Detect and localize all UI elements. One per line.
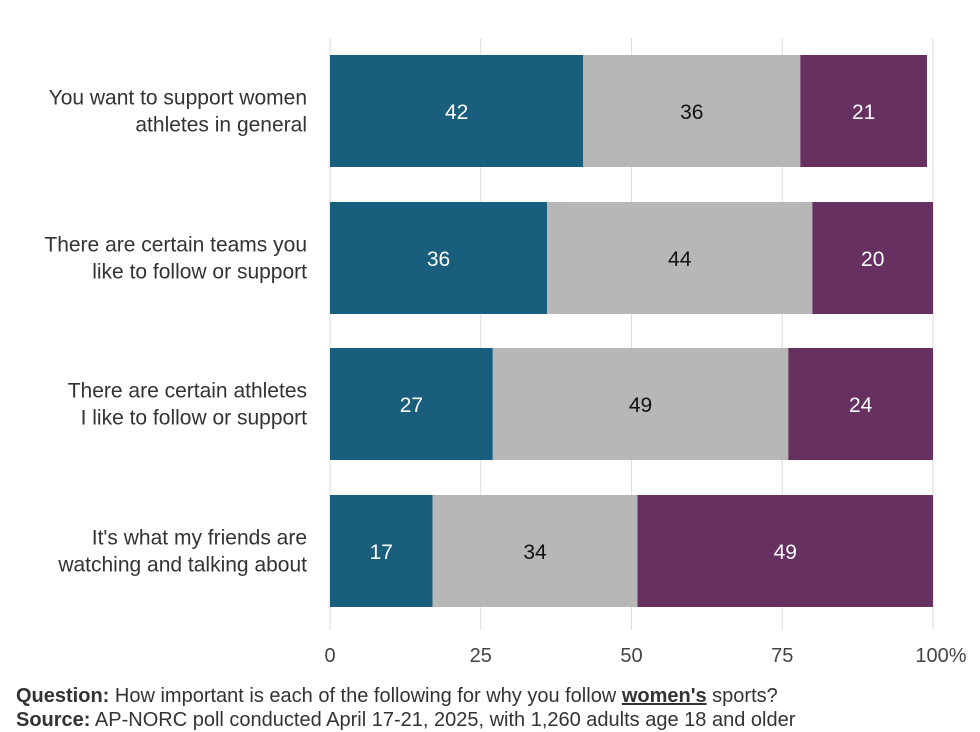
data-label: 49	[774, 541, 797, 564]
bar-segment	[330, 55, 584, 167]
question-text-pre: How important is each of the following f…	[114, 685, 617, 707]
data-label: 49	[629, 394, 652, 417]
category-label: I like to follow or support	[81, 407, 308, 430]
bar-segment	[330, 202, 548, 314]
data-label: 36	[427, 248, 450, 271]
data-label: 27	[400, 394, 423, 417]
data-label: 34	[523, 541, 547, 564]
question-note: Question: How important is each of the f…	[16, 684, 778, 708]
category-label: There are certain teams you	[44, 234, 307, 257]
data-label: 17	[370, 541, 393, 564]
x-tick-label: 100%	[915, 645, 966, 667]
bar-segment	[800, 55, 927, 167]
source-note: Source: AP-NORC poll conducted April 17-…	[16, 708, 795, 732]
category-label: athletes in general	[135, 114, 307, 137]
x-tick-label: 0	[324, 645, 335, 667]
data-label: 21	[852, 101, 875, 124]
question-text-post: sports?	[712, 685, 778, 707]
bar-segment	[547, 202, 813, 314]
bar-segment	[330, 495, 433, 607]
category-label: You want to support women	[49, 87, 307, 110]
category-label: It's what my friends are	[92, 527, 307, 550]
bar-segment	[812, 202, 933, 314]
category-label: like to follow or support	[92, 261, 307, 284]
source-label: Source:	[16, 709, 91, 731]
question-text-emphasis: women's	[621, 685, 707, 707]
x-tick-label: 75	[771, 645, 793, 667]
bar-segment	[492, 348, 789, 460]
bar-segment	[637, 495, 933, 607]
x-tick-label: 50	[620, 645, 642, 667]
category-label: There are certain athletes	[68, 380, 307, 403]
data-label: 20	[861, 248, 884, 271]
x-tick-label: 25	[470, 645, 492, 667]
bar-segment	[330, 348, 493, 460]
question-label: Question:	[16, 685, 110, 707]
data-label: 24	[849, 394, 873, 417]
source-text: AP-NORC poll conducted April 17-21, 2025…	[94, 709, 796, 731]
data-label: 44	[668, 248, 692, 271]
bar-segment	[583, 55, 801, 167]
category-label: watching and talking about	[57, 554, 307, 577]
bar-segment	[788, 348, 933, 460]
data-label: 42	[445, 101, 468, 124]
data-label: 36	[680, 101, 703, 124]
bar-segment	[432, 495, 638, 607]
